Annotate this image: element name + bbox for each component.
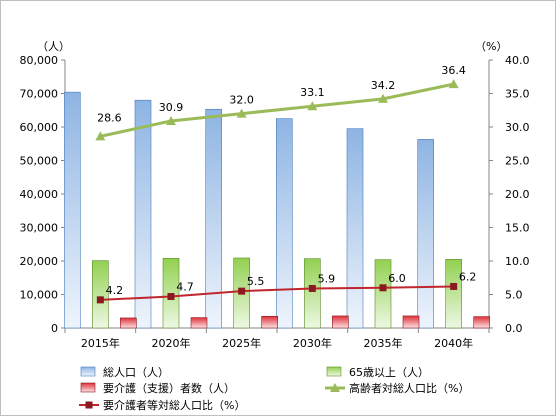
line-series [95, 79, 459, 304]
left-axis-tick-label: 30,000 [20, 222, 59, 235]
data-label: 32.0 [229, 94, 254, 107]
data-label: 5.9 [318, 272, 336, 285]
bar-0 [276, 118, 293, 329]
line-marker [308, 284, 316, 292]
right-axis-tick-label: 5.0 [505, 289, 523, 302]
data-label: 36.4 [441, 64, 466, 77]
legend-label: 65歳以上（人） [349, 366, 429, 379]
bar-0 [64, 91, 81, 329]
data-label: 6.2 [459, 270, 477, 283]
x-axis-category-label: 2030年 [293, 336, 332, 350]
left-axis-tick-label: 20,000 [20, 255, 59, 268]
legend-marker [85, 401, 93, 409]
legend: 総人口（人） 65歳以上（人） 要介護（支援）者数（人） 高齢者対総人口比（%） 要介護… [79, 365, 469, 412]
bar-2 [261, 315, 278, 329]
line-marker [378, 93, 388, 103]
line-marker [448, 79, 459, 89]
left-axis-tick-label: 40,000 [20, 188, 59, 201]
right-axis-tick-label: 10.0 [505, 255, 530, 268]
bar-1 [445, 259, 462, 329]
data-label: 6.0 [388, 272, 406, 285]
line-marker [167, 293, 175, 301]
data-label: 4.2 [106, 284, 124, 297]
bar-2 [120, 317, 137, 329]
right-axis-tick-label: 0.0 [505, 322, 523, 335]
x-axis-category-label: 2040年 [434, 336, 473, 350]
legend-item: 総人口（人） [80, 365, 169, 379]
legend-marker [330, 383, 340, 392]
x-axis-category-label: 2025年 [222, 336, 261, 350]
data-label: 34.2 [371, 79, 396, 92]
x-axis-category-label: 2015年 [81, 336, 120, 350]
bar-1 [304, 258, 321, 329]
data-label: 4.7 [176, 281, 194, 294]
left-axis: 0 10,000 20,000 30,000 40,000 50,000 60,000 70,… [20, 54, 65, 335]
legend-label: 高齢者対総人口比（%） [349, 381, 469, 395]
right-axis-tick-label: 25.0 [505, 155, 530, 168]
left-axis-tick-label: 70,000 [20, 88, 59, 101]
right-axis-tick-label: 30.0 [505, 121, 530, 134]
x-axis-category-label: 2020年 [152, 336, 191, 350]
bar-2 [473, 316, 490, 329]
left-axis-tick-label: 80,000 [20, 54, 59, 67]
line-0 [100, 82, 454, 138]
bar-0 [346, 128, 364, 329]
bar-2 [332, 315, 349, 329]
right-axis-tick-label: 15.0 [505, 222, 530, 235]
line-1 [100, 285, 454, 301]
legend-swatch [326, 366, 342, 377]
legend-item: 高齢者対総人口比（%） [325, 381, 469, 395]
left-axis-unit: （人） [37, 40, 70, 53]
right-axis-unit: （%） [475, 40, 507, 53]
legend-item: 65歳以上（人） [326, 366, 429, 379]
legend-swatch [80, 382, 96, 393]
bar-0 [417, 139, 434, 329]
data-label: 5.5 [247, 275, 265, 288]
bar-1 [374, 259, 392, 329]
line-marker [95, 131, 106, 141]
legend-label: 要介護者等対総人口比（%） [103, 398, 245, 412]
legend-label: 要介護（支援）者数（人） [103, 381, 235, 395]
right-axis-tick-label: 40.0 [505, 54, 530, 67]
legend-label: 総人口（人） [103, 365, 169, 379]
line-marker [236, 108, 247, 118]
line-marker [96, 296, 104, 304]
right-axis-tick-label: 35.0 [505, 88, 530, 101]
right-axis-tick-label: 20.0 [505, 188, 530, 201]
bar-0 [134, 99, 152, 329]
left-axis-tick-label: 10,000 [20, 289, 59, 302]
bar-1 [92, 260, 109, 329]
legend-item: 要介護（支援）者数（人） [80, 381, 235, 395]
data-label: 28.6 [97, 111, 122, 124]
line-marker [307, 101, 318, 111]
line-marker [450, 282, 458, 290]
data-labels: 28.6 30.9 32.0 33.1 34.2 36.4 4.2 4.7 5.5 5.9 6.0 6… [97, 64, 476, 297]
left-axis-tick-label: 60,000 [20, 121, 59, 134]
legend-item: 要介護者等対総人口比（%） [79, 398, 245, 412]
line-marker [379, 284, 387, 292]
legend-swatch [80, 366, 96, 377]
line-marker [166, 115, 176, 125]
left-axis-tick-label: 50,000 [20, 155, 59, 168]
x-axis-categories: 2015年 2020年 2025年 2030年 2035年 2040年 [64, 328, 490, 350]
data-label: 33.1 [300, 86, 325, 99]
bar-0 [205, 108, 222, 329]
line-marker [238, 287, 246, 295]
bar-2 [190, 317, 208, 329]
data-label: 30.9 [159, 101, 184, 114]
x-axis-category-label: 2035年 [364, 336, 403, 350]
bar-series [64, 91, 490, 329]
left-axis-tick-label: 0 [51, 322, 58, 335]
bar-2 [402, 315, 420, 329]
right-axis: 0.0 5.0 10.0 15.0 20.0 25.0 30.0 35.0 40.0 [489, 54, 530, 335]
